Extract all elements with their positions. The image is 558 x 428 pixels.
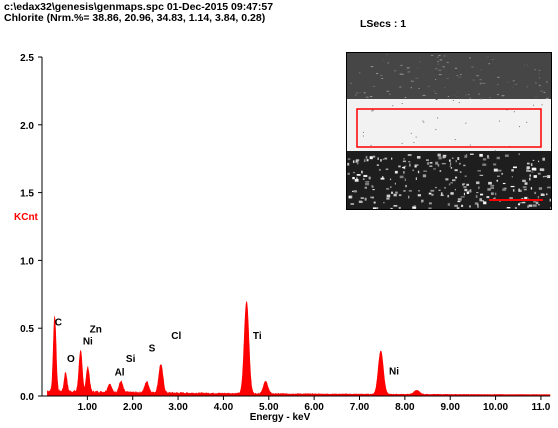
- element-label: Ni: [389, 366, 399, 377]
- sem-image-inset: [346, 52, 552, 210]
- x-tick-label: 10.00: [483, 402, 508, 413]
- y-tick-label: 0.0: [20, 392, 34, 403]
- element-label: C: [55, 317, 62, 328]
- element-label: O: [67, 354, 75, 365]
- element-label: Ni: [83, 336, 93, 347]
- sample-composition: Chlorite (Nrm.%= 38.86, 20.96, 34.83, 1.…: [4, 12, 266, 24]
- x-tick-label: 5.00: [259, 402, 279, 413]
- element-label: Si: [126, 354, 136, 365]
- spectrum-series: [47, 301, 551, 397]
- spectrum-file-path: c:\edax32\genesis\genmaps.spc 01-Dec-201…: [4, 1, 274, 13]
- x-tick-label: 6.00: [304, 402, 324, 413]
- x-tick-label: 2.00: [123, 402, 143, 413]
- x-tick-label: 3.00: [168, 402, 188, 413]
- element-label: Al: [115, 368, 125, 379]
- element-label: S: [149, 343, 156, 354]
- lsecs-readout: LSecs : 1: [360, 18, 407, 30]
- x-tick-label: 7.00: [350, 402, 370, 413]
- x-axis-label: Energy - keV: [250, 412, 311, 423]
- y-tick-label: 1.0: [20, 256, 34, 267]
- element-label: Cl: [171, 331, 181, 342]
- y-tick-label: 0.5: [20, 324, 34, 335]
- x-tick-label: 9.00: [440, 402, 460, 413]
- x-tick-label: 11.0: [531, 402, 550, 413]
- x-tick-label: 8.00: [395, 402, 415, 413]
- element-label: Zn: [90, 324, 102, 335]
- sem-micrograph: [347, 53, 551, 209]
- element-label: Ti: [253, 331, 262, 342]
- y-tick-label: 2.5: [20, 53, 34, 64]
- x-tick-label: 4.00: [214, 402, 234, 413]
- y-tick-label: 2.0: [20, 121, 34, 132]
- y-tick-label: 1.5: [20, 189, 34, 200]
- x-tick-label: 1.00: [78, 402, 98, 413]
- y-axis-label: KCnt: [14, 212, 39, 223]
- analysis-region-box: [356, 108, 542, 148]
